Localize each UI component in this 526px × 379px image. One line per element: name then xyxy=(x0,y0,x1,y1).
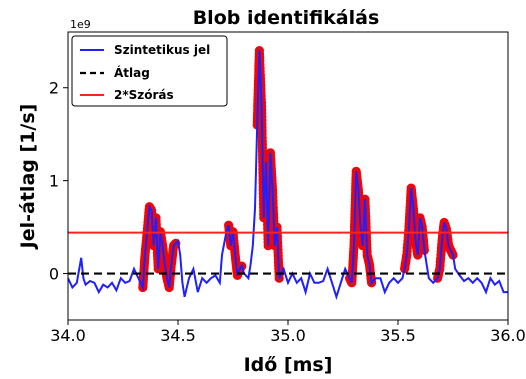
legend-label-signal: Szintetikus jel xyxy=(114,43,210,57)
y-tick-label: 1 xyxy=(49,172,59,191)
y-multiplier-label: 1e9 xyxy=(70,18,91,31)
y-tick-label: 2 xyxy=(49,79,59,98)
y-axis-ticks: 0 1 2 xyxy=(49,79,68,284)
y-axis-label: Jel-átlag [1/s] xyxy=(17,104,39,251)
x-tick-label: 35.5 xyxy=(380,326,416,345)
x-tick-label: 35.0 xyxy=(270,326,306,345)
y-tick-label: 0 xyxy=(49,265,59,284)
legend-label-std: 2*Szórás xyxy=(114,88,174,102)
x-tick-label: 34.5 xyxy=(160,326,196,345)
x-tick-label: 36.0 xyxy=(490,326,526,345)
legend-box xyxy=(71,35,228,107)
legend: Szintetikus jel Átlag 2*Szórás xyxy=(71,35,228,107)
plot-area xyxy=(68,45,508,301)
x-axis-ticks: 34.0 34.5 35.0 35.5 36.0 xyxy=(50,320,526,345)
legend-label-mean: Átlag xyxy=(114,65,150,80)
x-axis-label: Idő [ms] xyxy=(244,354,333,376)
x-tick-label: 34.0 xyxy=(50,326,86,345)
chart-title: Blob identifikálás xyxy=(193,7,380,29)
signal-series-line xyxy=(68,50,508,301)
